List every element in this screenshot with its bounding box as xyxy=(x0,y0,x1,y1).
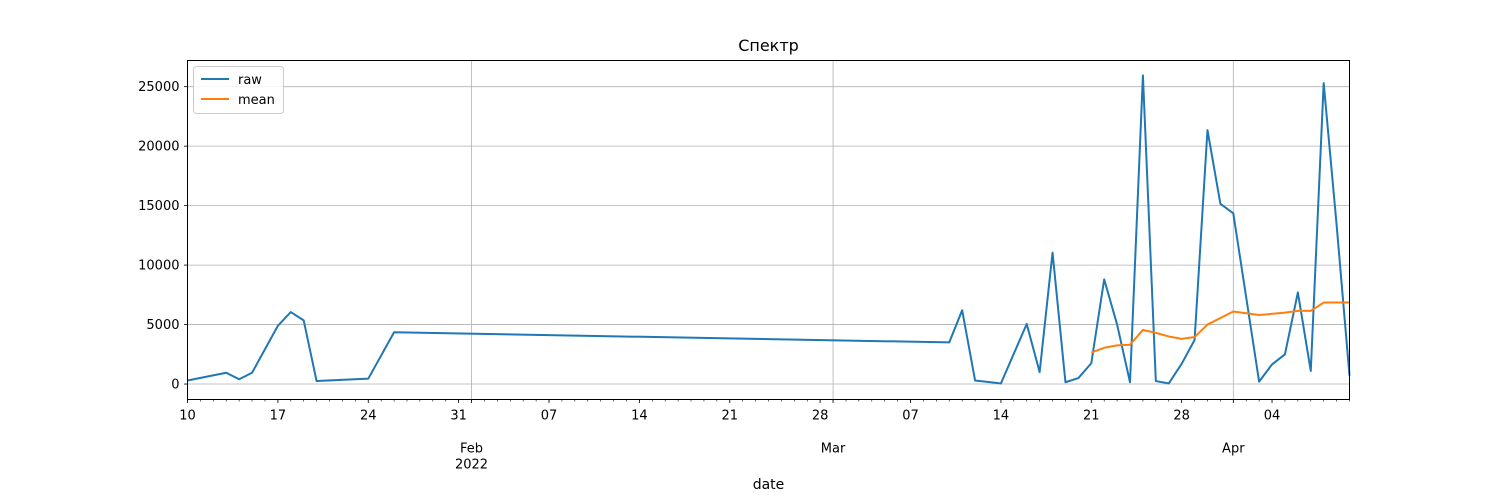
x-tick-label: 14 xyxy=(631,409,648,424)
x-major-tick-label: Mar xyxy=(821,442,846,457)
x-tick-label: 07 xyxy=(541,409,558,424)
x-tick-label: 10 xyxy=(179,409,196,424)
x-tick-label: 21 xyxy=(1083,409,1100,424)
x-tick-label: 14 xyxy=(993,409,1010,424)
series-line-raw xyxy=(187,74,1351,385)
legend-label-mean: mean xyxy=(238,93,275,108)
x-major-tick-label: Apr xyxy=(1222,442,1245,457)
x-axis-label: date xyxy=(753,477,785,493)
x-tick-label: 04 xyxy=(1264,409,1281,424)
x-tick-label: 28 xyxy=(1173,409,1190,424)
y-tick-label: 20000 xyxy=(138,140,179,155)
y-tick-label: 15000 xyxy=(138,199,179,214)
grid xyxy=(187,60,1350,400)
series-line-mean xyxy=(1090,301,1350,354)
y-tick-label: 0 xyxy=(171,378,179,393)
x-tick-label: 17 xyxy=(270,409,287,424)
x-tick-label: 31 xyxy=(450,409,467,424)
x-tick-label: 21 xyxy=(721,409,738,424)
x-major-tick-label: Feb xyxy=(460,442,483,457)
legend-label-raw: raw xyxy=(238,73,262,88)
x-tick-label: 07 xyxy=(902,409,919,424)
legend: raw mean xyxy=(193,66,284,114)
y-tick-label: 5000 xyxy=(146,318,179,333)
y-axis: 0 5000 10000 15000 20000 25000 xyxy=(138,80,188,393)
y-tick-label: 10000 xyxy=(138,259,179,274)
series-lines xyxy=(187,74,1351,385)
chart-title: Спектр xyxy=(738,36,799,55)
x-tick-label: 24 xyxy=(360,409,377,424)
x-tick-label: 28 xyxy=(812,409,829,424)
x-major-tick-sublabel: 2022 xyxy=(455,458,488,473)
y-tick-label: 25000 xyxy=(138,80,179,95)
plot-area-frame xyxy=(187,60,1350,400)
